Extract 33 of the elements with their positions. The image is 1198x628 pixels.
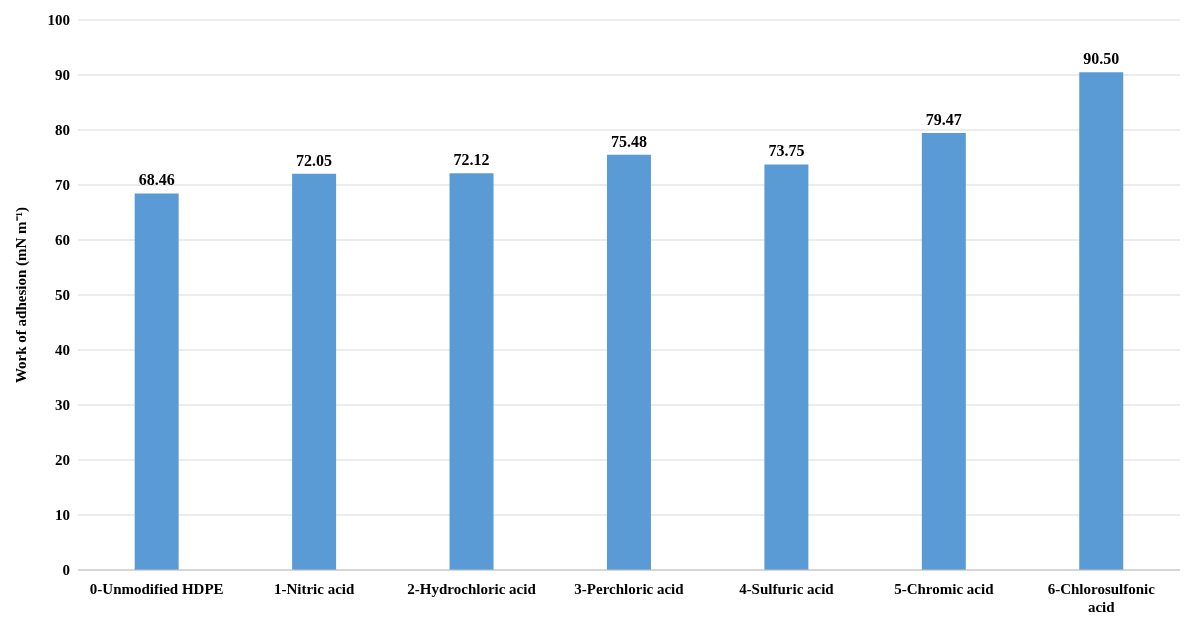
bar xyxy=(134,193,179,570)
y-tick-label: 70 xyxy=(55,177,70,194)
x-tick-label: 2-Hydrochloric acid xyxy=(407,581,537,597)
y-tick-label: 20 xyxy=(55,452,70,469)
y-tick-label: 10 xyxy=(55,507,70,524)
y-tick-label: 50 xyxy=(55,287,70,304)
bar xyxy=(921,132,966,570)
data-label: 75.48 xyxy=(610,132,647,150)
x-tick-label: 0-Unmodified HDPE xyxy=(89,581,224,597)
x-tick-label: 1-Nitric acid xyxy=(273,581,355,597)
y-tick-label: 90 xyxy=(55,67,70,84)
data-label: 72.12 xyxy=(453,151,490,169)
y-tick-label: 80 xyxy=(55,122,70,139)
y-axis-title: Work of adhesion (mN m⁻¹) xyxy=(13,206,31,384)
x-tick-label: 6-Chlorosulfonic acid xyxy=(1047,581,1156,615)
bar xyxy=(1079,72,1124,570)
y-tick-label: 30 xyxy=(55,397,70,414)
data-label: 79.47 xyxy=(925,110,962,128)
data-label: 68.46 xyxy=(138,171,175,189)
x-tick-label: 5-Chromic acid xyxy=(894,581,995,597)
x-tick-label: 3-Perchloric acid xyxy=(574,581,685,597)
data-label: 90.50 xyxy=(1083,50,1120,68)
x-tick-label: 4-Sulfuric acid xyxy=(739,581,835,597)
bar xyxy=(606,154,651,570)
data-label: 73.75 xyxy=(768,142,805,160)
bar xyxy=(292,173,337,570)
y-tick-label: 100 xyxy=(47,12,70,29)
y-tick-label: 40 xyxy=(55,342,70,359)
data-label: 72.05 xyxy=(296,151,333,169)
bar xyxy=(449,173,494,570)
y-tick-label: 60 xyxy=(55,232,70,249)
bar xyxy=(764,164,809,570)
y-tick-label: 0 xyxy=(62,562,70,579)
